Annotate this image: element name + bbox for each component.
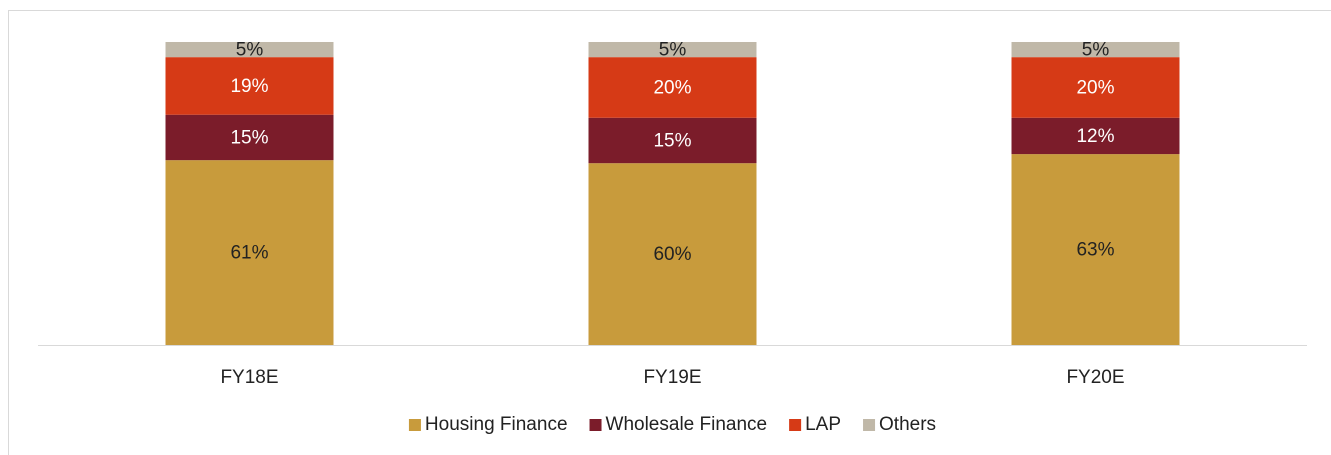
x-tick-label: FY18E <box>220 367 278 388</box>
data-label: 19% <box>230 76 268 97</box>
bar-segment <box>588 117 757 164</box>
x-tick-label: FY20E <box>1066 367 1124 388</box>
data-label: 5% <box>1082 40 1110 61</box>
data-label: 12% <box>1076 126 1114 147</box>
bar-segment <box>588 163 757 345</box>
data-label: 61% <box>230 243 268 264</box>
data-label: 63% <box>1076 240 1114 261</box>
bar-segment <box>1011 117 1180 155</box>
legend-label: LAP <box>805 414 841 435</box>
legend-swatch <box>863 419 876 431</box>
data-label: 60% <box>653 244 691 265</box>
data-label: 5% <box>659 40 687 61</box>
data-label: 20% <box>653 77 691 98</box>
bar-segment <box>165 160 334 345</box>
data-label: 5% <box>236 40 264 61</box>
legend-swatch <box>789 419 802 431</box>
legend-label: Wholesale Finance <box>606 414 768 435</box>
legend-label: Others <box>879 414 936 435</box>
bar-segment <box>165 57 334 115</box>
bar-segment <box>588 42 757 58</box>
legend-label: Housing Finance <box>425 414 568 435</box>
data-label: 15% <box>653 130 691 151</box>
bar-segment <box>1011 154 1180 345</box>
data-label: 15% <box>230 127 268 148</box>
bar-segment <box>1011 42 1180 58</box>
legend-swatch <box>408 419 421 431</box>
chart-frame <box>8 10 1331 455</box>
bar-segment <box>165 114 334 161</box>
data-label: 20% <box>1076 77 1114 98</box>
x-tick-label: FY19E <box>643 367 701 388</box>
bar-segment <box>588 57 757 118</box>
bar-segment <box>165 42 334 58</box>
bar-segment <box>1011 57 1180 118</box>
legend-swatch <box>589 419 602 431</box>
